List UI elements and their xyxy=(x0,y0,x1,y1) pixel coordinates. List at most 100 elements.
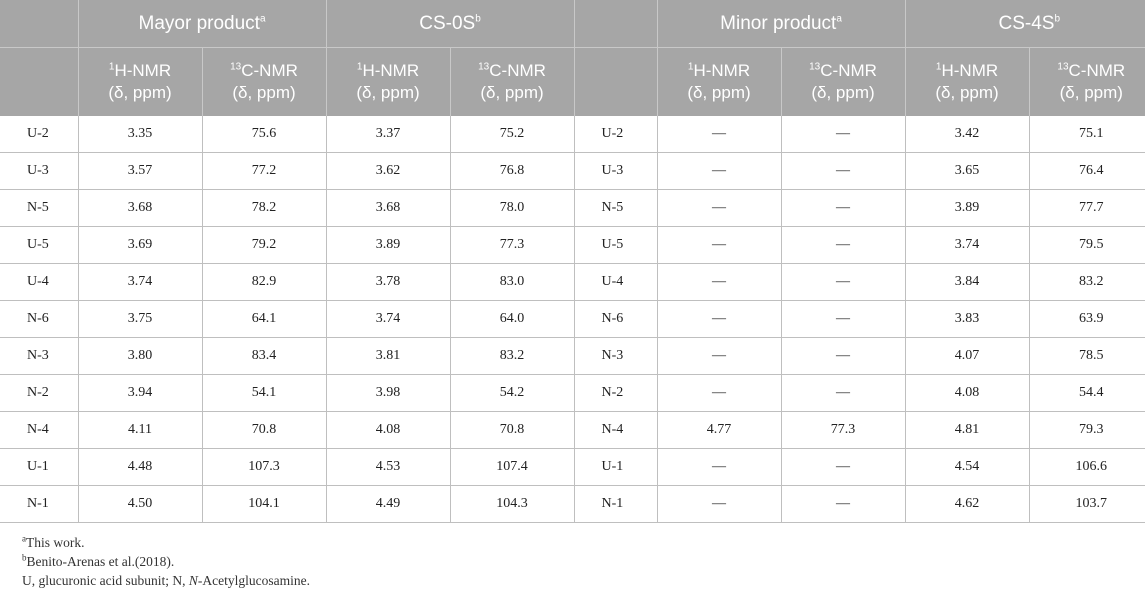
table-cell: 75.1 xyxy=(1029,116,1145,153)
table-cell: 3.83 xyxy=(905,300,1030,338)
table-cell: 3.74 xyxy=(78,263,203,301)
header-corner-2 xyxy=(574,0,658,48)
table-cell: 64.1 xyxy=(202,300,327,338)
table-cell: 77.2 xyxy=(202,152,327,190)
table-cell: 4.77 xyxy=(657,411,782,449)
row-label: N-4 xyxy=(574,411,658,449)
table-cell: 82.9 xyxy=(202,263,327,301)
row-label: U-4 xyxy=(574,263,658,301)
footnotes: aThis work. bBenito-Arenas et al.(2018).… xyxy=(22,533,310,590)
nmr-table: Mayor producta CS-0Sb Minor producta CS-… xyxy=(0,0,1145,523)
table-cell: — xyxy=(781,263,906,301)
row-label: N-5 xyxy=(0,189,79,227)
table-cell: — xyxy=(657,448,782,486)
table-cell: 4.07 xyxy=(905,337,1030,375)
table-cell: 77.3 xyxy=(450,226,575,264)
table-cell: 77.3 xyxy=(781,411,906,449)
table-cell: 3.84 xyxy=(905,263,1030,301)
table-cell: 3.68 xyxy=(78,189,203,227)
table-cell: — xyxy=(781,226,906,264)
group-header-cs0s: CS-0Sb xyxy=(326,0,575,48)
table-row: N-6 3.75 64.1 3.74 64.0 N-6— —3.83 63.9 xyxy=(0,300,1145,338)
table-cell: 54.2 xyxy=(450,374,575,412)
row-label: U-3 xyxy=(574,152,658,190)
table-cell: — xyxy=(781,189,906,227)
table-cell: 4.49 xyxy=(326,485,451,523)
table-cell: 3.81 xyxy=(326,337,451,375)
table-cell: 106.6 xyxy=(1029,448,1145,486)
subheader-c-nmr: 13C-NMR (δ, ppm) xyxy=(202,47,327,116)
table-cell: — xyxy=(781,300,906,338)
table-cell: 54.4 xyxy=(1029,374,1145,412)
table-cell: 83.4 xyxy=(202,337,327,375)
footnote-b: bBenito-Arenas et al.(2018). xyxy=(22,552,175,569)
table-cell: — xyxy=(781,337,906,375)
table-cell: 78.0 xyxy=(450,189,575,227)
table-cell: 3.37 xyxy=(326,116,451,153)
row-label: U-2 xyxy=(0,116,79,153)
table-cell: — xyxy=(781,374,906,412)
table-cell: 75.6 xyxy=(202,116,327,153)
table-cell: 79.3 xyxy=(1029,411,1145,449)
table-cell: 3.42 xyxy=(905,116,1030,153)
table-cell: — xyxy=(657,263,782,301)
header-corner xyxy=(0,0,79,48)
table-cell: — xyxy=(657,226,782,264)
subheader-c-nmr: 13C-NMR (δ, ppm) xyxy=(450,47,575,116)
table-cell: 4.50 xyxy=(78,485,203,523)
table-cell: 70.8 xyxy=(202,411,327,449)
group-header-minor: Minor producta xyxy=(657,0,906,48)
table-row: N-1 4.50 104.1 4.49 104.3 N-1— —4.62 103.7 xyxy=(0,485,1145,523)
row-label: N-1 xyxy=(0,485,79,523)
row-label: U-5 xyxy=(0,226,79,264)
group-header-cs4s: CS-4Sb xyxy=(905,0,1145,48)
table-row: N-2 3.94 54.1 3.98 54.2 N-2— —4.08 54.4 xyxy=(0,374,1145,412)
table-cell: 77.7 xyxy=(1029,189,1145,227)
subheader-h-nmr: 1H-NMR (δ, ppm) xyxy=(657,47,782,116)
row-label: N-3 xyxy=(574,337,658,375)
row-label: U-1 xyxy=(574,448,658,486)
subheader-h-nmr: 1H-NMR (δ, ppm) xyxy=(78,47,203,116)
table-cell: — xyxy=(657,189,782,227)
table-cell: 54.1 xyxy=(202,374,327,412)
table-cell: 3.69 xyxy=(78,226,203,264)
table-cell: 3.65 xyxy=(905,152,1030,190)
subheader-row: 1H-NMR (δ, ppm) 13C-NMR (δ, ppm) 1H-NMR (δ, p… xyxy=(0,47,1145,116)
table-row: U-5 3.69 79.2 3.89 77.3 U-5— —3.74 79.5 xyxy=(0,226,1145,264)
table-cell: 83.2 xyxy=(1029,263,1145,301)
table-cell: 3.74 xyxy=(905,226,1030,264)
subheader-h-nmr: 1H-NMR (δ, ppm) xyxy=(326,47,451,116)
row-label: U-5 xyxy=(574,226,658,264)
table-cell: — xyxy=(657,374,782,412)
footnote-a: aThis work. xyxy=(22,533,85,550)
table-header: Mayor producta CS-0Sb Minor producta CS-… xyxy=(0,0,1145,116)
row-label: U-4 xyxy=(0,263,79,301)
table-cell: 79.5 xyxy=(1029,226,1145,264)
table-row: U-3 3.57 77.2 3.62 76.8 U-3— —3.65 76.4 xyxy=(0,152,1145,190)
row-label: U-2 xyxy=(574,116,658,153)
table-cell: 104.1 xyxy=(202,485,327,523)
table-row: N-3 3.80 83.4 3.81 83.2 N-3— —4.07 78.5 xyxy=(0,337,1145,375)
table-cell: 83.2 xyxy=(450,337,575,375)
table-cell: — xyxy=(781,116,906,153)
table-cell: 107.4 xyxy=(450,448,575,486)
table-cell: 3.89 xyxy=(905,189,1030,227)
row-label: N-6 xyxy=(574,300,658,338)
table-cell: 78.5 xyxy=(1029,337,1145,375)
row-label: N-3 xyxy=(0,337,79,375)
table-cell: 70.8 xyxy=(450,411,575,449)
table-cell: 3.74 xyxy=(326,300,451,338)
table-cell: 3.62 xyxy=(326,152,451,190)
table-cell: 4.81 xyxy=(905,411,1030,449)
subheader-blank xyxy=(0,47,79,116)
table-row: N-4 4.11 70.8 4.08 70.8 N-4 4.77 77.3 4.81 79.3 xyxy=(0,411,1145,449)
table-cell: — xyxy=(657,116,782,153)
table-cell: 4.54 xyxy=(905,448,1030,486)
table-cell: 103.7 xyxy=(1029,485,1145,523)
table-row: U-4 3.74 82.9 3.78 83.0 U-4— —3.84 83.2 xyxy=(0,263,1145,301)
subheader-c-nmr: 13C-NMR (δ, ppm) xyxy=(1029,47,1145,116)
table-cell: 3.35 xyxy=(78,116,203,153)
table-cell: 3.80 xyxy=(78,337,203,375)
table-cell: 63.9 xyxy=(1029,300,1145,338)
row-label: U-3 xyxy=(0,152,79,190)
